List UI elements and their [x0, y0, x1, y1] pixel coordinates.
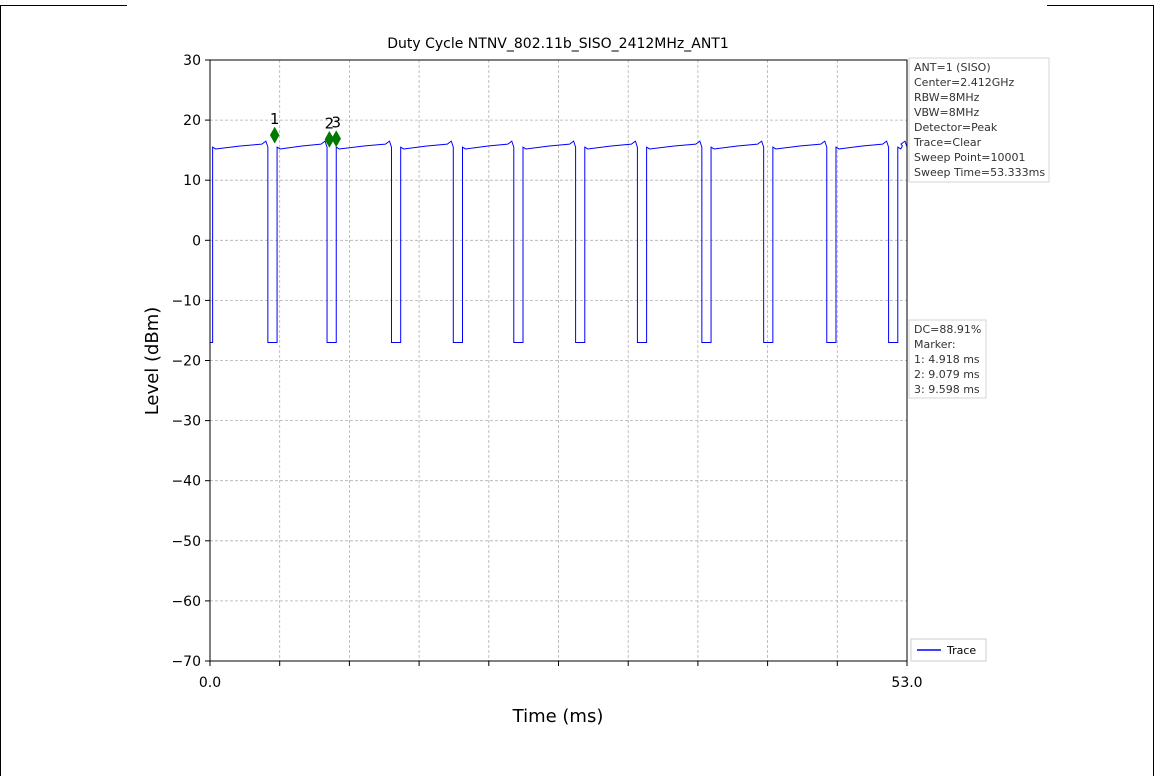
duty-cycle-box-frame [908, 319, 987, 399]
y-tick-label: −10 [171, 293, 201, 309]
dc-line: 1: 4.918 ms [914, 353, 980, 366]
tick-layer: 30 20 10 0 −10 −20 −30 −40 −50 −60 −70 0.0 53.0 [171, 53, 922, 691]
marker-label: 3 [331, 114, 341, 132]
y-tick-label: −40 [171, 474, 201, 490]
marker-diamond [269, 126, 280, 144]
dc-line: 2: 9.079 ms [914, 368, 980, 381]
y-tick-label: 20 [183, 113, 201, 129]
info-line: Center=2.412GHz [914, 76, 1015, 89]
marker-layer: 1 23 [269, 110, 342, 148]
frame-top-right-rule [1047, 5, 1154, 6]
y-tick-label: 0 [192, 233, 201, 249]
info-line: Sweep Point=10001 [914, 151, 1026, 164]
y-axis-label: Level (dBm) [142, 307, 163, 416]
y-tick-label: 30 [183, 53, 201, 69]
y-tick-label: 10 [183, 173, 201, 189]
marker-label: 2 [325, 114, 335, 132]
marker-diamond [331, 130, 342, 148]
y-tick-label: −30 [171, 414, 201, 430]
legend-label: Trace [946, 644, 976, 657]
marker-diamond [324, 130, 335, 148]
info-line: RBW=8MHz [914, 91, 980, 104]
info-line: ANT=1 (SISO) [914, 61, 991, 74]
info-line: Sweep Time=53.333ms [914, 166, 1045, 179]
legend-frame [910, 638, 987, 662]
y-tick-label: −60 [171, 594, 201, 610]
chart-title: Duty Cycle NTNV_802.11b_SISO_2412MHz_ANT… [387, 36, 729, 52]
marker-label: 1 [270, 110, 280, 128]
info-line: Trace=Clear [913, 136, 982, 149]
trace-line [210, 140, 908, 343]
x-tick-label: 53.0 [891, 675, 922, 691]
x-tick-label: 0.0 [199, 675, 221, 691]
y-tick-label: −50 [171, 534, 201, 550]
frame-left-rule [0, 5, 1, 776]
info-box: ANT=1 (SISO) Center=2.412GHz RBW=8MHz VB… [908, 57, 1050, 183]
grid-layer [210, 60, 907, 661]
duty-cycle-box: DC=88.91% Marker: 1: 4.918 ms 2: 9.079 m… [908, 319, 987, 399]
info-line: Detector=Peak [914, 121, 998, 134]
legend: Trace [910, 638, 987, 662]
trace-layer [210, 140, 908, 343]
y-tick-label: −70 [171, 654, 201, 670]
dc-line: 3: 9.598 ms [914, 383, 980, 396]
info-box-frame [908, 57, 1050, 183]
info-line: VBW=8MHz [914, 106, 980, 119]
x-axis-label: Time (ms) [512, 706, 604, 727]
frame-top-left-rule [0, 5, 127, 6]
dc-line: DC=88.91% [914, 323, 981, 336]
y-tick-label: −20 [171, 354, 201, 370]
dc-line: Marker: [914, 338, 956, 351]
